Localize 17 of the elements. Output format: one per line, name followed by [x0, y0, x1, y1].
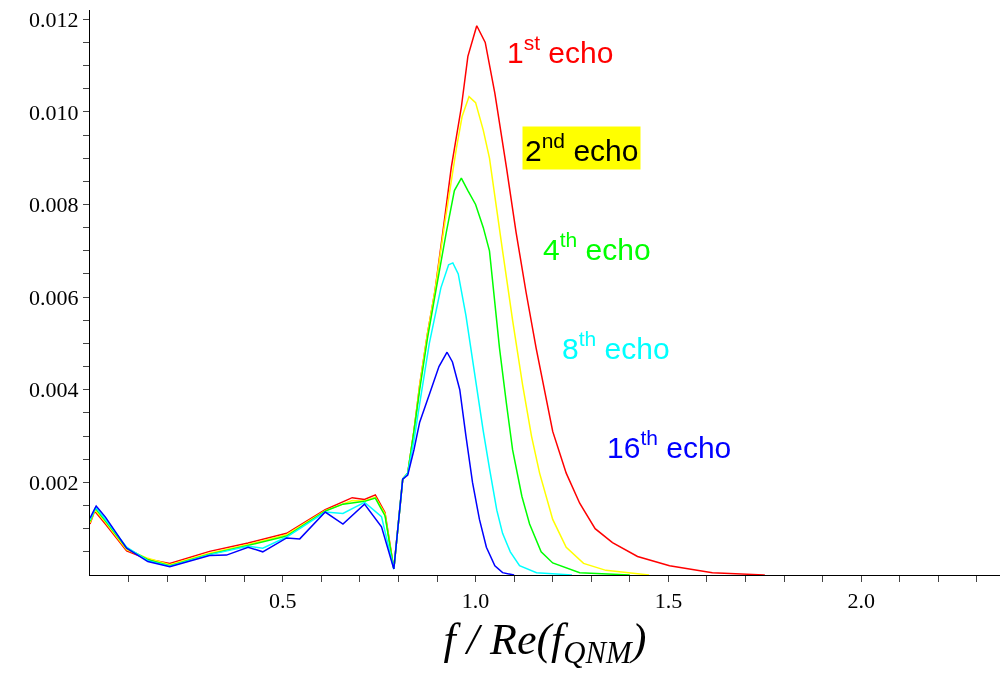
- y-tick-label: 0.002: [29, 470, 79, 496]
- y-tick-label: 0.010: [29, 99, 79, 125]
- x-tick-label: 2.0: [847, 588, 875, 614]
- x-tick-label: 1.5: [654, 588, 683, 614]
- series-label: 4$^{th}$ echo: [543, 228, 651, 266]
- x-tick-label: 1.0: [461, 588, 490, 614]
- y-tick-label: 0.006: [29, 284, 79, 310]
- line-series: [90, 351, 515, 575]
- x-axis-title: f / Re(f$_{QNM}$): [443, 614, 647, 670]
- text: 16$^{th}$ echo: [607, 426, 732, 464]
- series-label: 1$^{st}$ echo: [507, 31, 614, 69]
- y-tick-label: 0.008: [29, 192, 79, 218]
- y-tick-label: 0.012: [29, 6, 79, 32]
- y-tick-label: 0.004: [29, 377, 79, 403]
- text: 8$^{th}$ echo: [562, 327, 670, 365]
- x-tick-label: 0.5: [269, 588, 297, 614]
- series-label: 2$^{nd}$ echo: [525, 129, 639, 167]
